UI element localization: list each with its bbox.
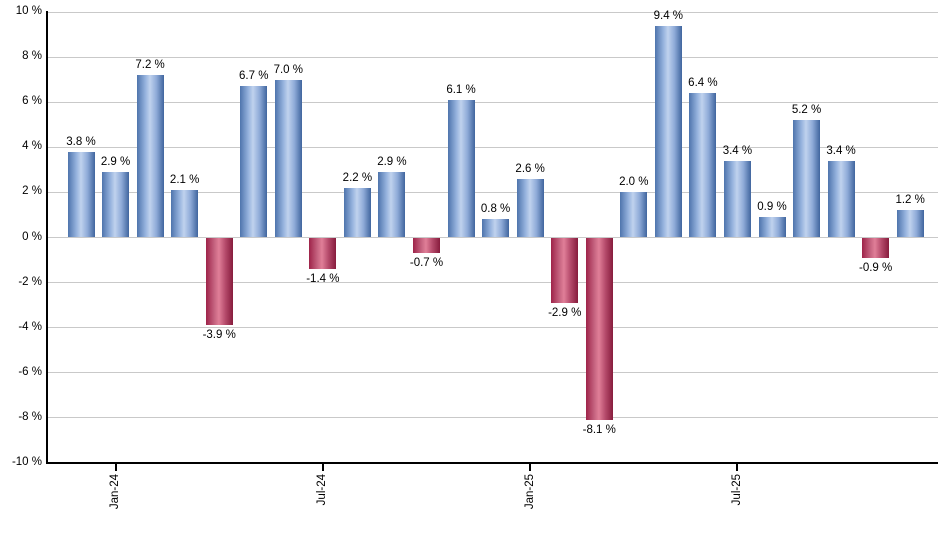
x-axis-line [46, 462, 938, 464]
bar-value-label: -0.9 % [859, 261, 893, 274]
bar-value-label: -8.1 % [582, 424, 616, 437]
y-tick-label: -6 % [18, 365, 42, 378]
gridline [48, 237, 938, 238]
x-tick-label: Jul-25 [730, 474, 743, 506]
bar-value-label: 3.4 % [722, 144, 753, 157]
bar-value-label: 2.1 % [169, 174, 200, 187]
bar-value-label: 3.8 % [66, 135, 96, 148]
gridline [48, 11, 938, 13]
bar-value-label: 5.2 % [791, 104, 822, 117]
bar-positive[interactable] [378, 172, 406, 238]
x-tick-label: Jul-24 [316, 474, 329, 506]
bar-positive[interactable] [171, 190, 199, 238]
bar-value-label: 7.2 % [135, 59, 165, 72]
bar-positive[interactable] [689, 93, 717, 238]
y-tick-label: 4 % [22, 140, 42, 153]
y-tick-label: -8 % [18, 410, 42, 423]
bar-value-label: -1.4 % [306, 273, 340, 286]
bar-negative[interactable] [862, 237, 890, 258]
bar-negative[interactable] [413, 237, 440, 254]
bar-positive[interactable] [896, 210, 924, 238]
gridline [48, 101, 938, 103]
bar-positive[interactable] [343, 187, 371, 238]
bar-value-label: 6.1 % [446, 83, 476, 96]
bar-positive[interactable] [654, 25, 682, 238]
bar-positive[interactable] [102, 172, 130, 238]
bar-value-label: 6.4 % [688, 77, 718, 90]
bar-positive[interactable] [758, 217, 786, 238]
bar-positive[interactable] [723, 160, 751, 238]
bar-positive[interactable] [240, 86, 268, 238]
bar-value-label: 2.0 % [619, 176, 649, 189]
bar-value-label: 1.2 % [895, 194, 925, 207]
bar-negative[interactable] [205, 237, 233, 326]
x-tick-mark [529, 464, 532, 471]
bar-positive[interactable] [827, 160, 855, 238]
y-tick-label: 0 % [22, 230, 42, 243]
y-tick-label: 6 % [22, 95, 42, 108]
bar-value-label: 2.6 % [515, 162, 545, 175]
gridline [48, 372, 938, 374]
plot-area [48, 11, 938, 464]
x-tick-mark [114, 464, 117, 471]
bar-value-label: 9.4 % [653, 9, 684, 22]
y-tick-label: 10 % [15, 5, 42, 17]
y-axis-line [46, 11, 48, 464]
gridline [48, 417, 938, 419]
bar-value-label: 3.4 % [826, 144, 856, 157]
bar-value-label: 6.7 % [239, 70, 269, 83]
x-tick-mark [321, 464, 324, 471]
y-tick-label: 8 % [22, 50, 42, 63]
gridline [48, 146, 938, 148]
bar-value-label: 0.9 % [757, 201, 787, 214]
x-tick-label: Jan-24 [109, 474, 122, 510]
bar-positive[interactable] [620, 192, 648, 238]
bar-negative[interactable] [585, 237, 613, 421]
bar-value-label: -3.9 % [202, 329, 236, 342]
bar-positive[interactable] [136, 75, 164, 238]
bar-positive[interactable] [793, 120, 821, 238]
gridline [48, 56, 938, 58]
bar-positive[interactable] [482, 219, 510, 238]
y-tick-label: -4 % [18, 320, 42, 333]
bar-value-label: 0.8 % [480, 203, 511, 216]
bar-value-label: -0.7 % [409, 257, 444, 270]
x-tick-mark [736, 464, 739, 471]
y-tick-label: -2 % [18, 275, 42, 288]
bar-positive[interactable] [447, 99, 475, 238]
bar-value-label: 2.9 % [377, 156, 407, 169]
x-tick-label: Jan-25 [523, 474, 536, 510]
bar-positive[interactable] [274, 79, 302, 238]
y-tick-label: -10 % [11, 456, 42, 468]
bar-value-label: 2.2 % [342, 171, 373, 184]
bar-negative[interactable] [551, 237, 579, 303]
gridline [48, 191, 938, 193]
bar-value-label: 2.9 % [100, 156, 131, 169]
bar-positive[interactable] [516, 178, 544, 238]
y-tick-label: 2 % [22, 185, 42, 198]
gridline [48, 327, 938, 329]
bar-positive[interactable] [67, 151, 95, 238]
gridline [48, 282, 938, 284]
bar-value-label: -2.9 % [548, 306, 582, 319]
bar-negative[interactable] [309, 237, 337, 270]
bar-value-label: 7.0 % [273, 63, 303, 76]
